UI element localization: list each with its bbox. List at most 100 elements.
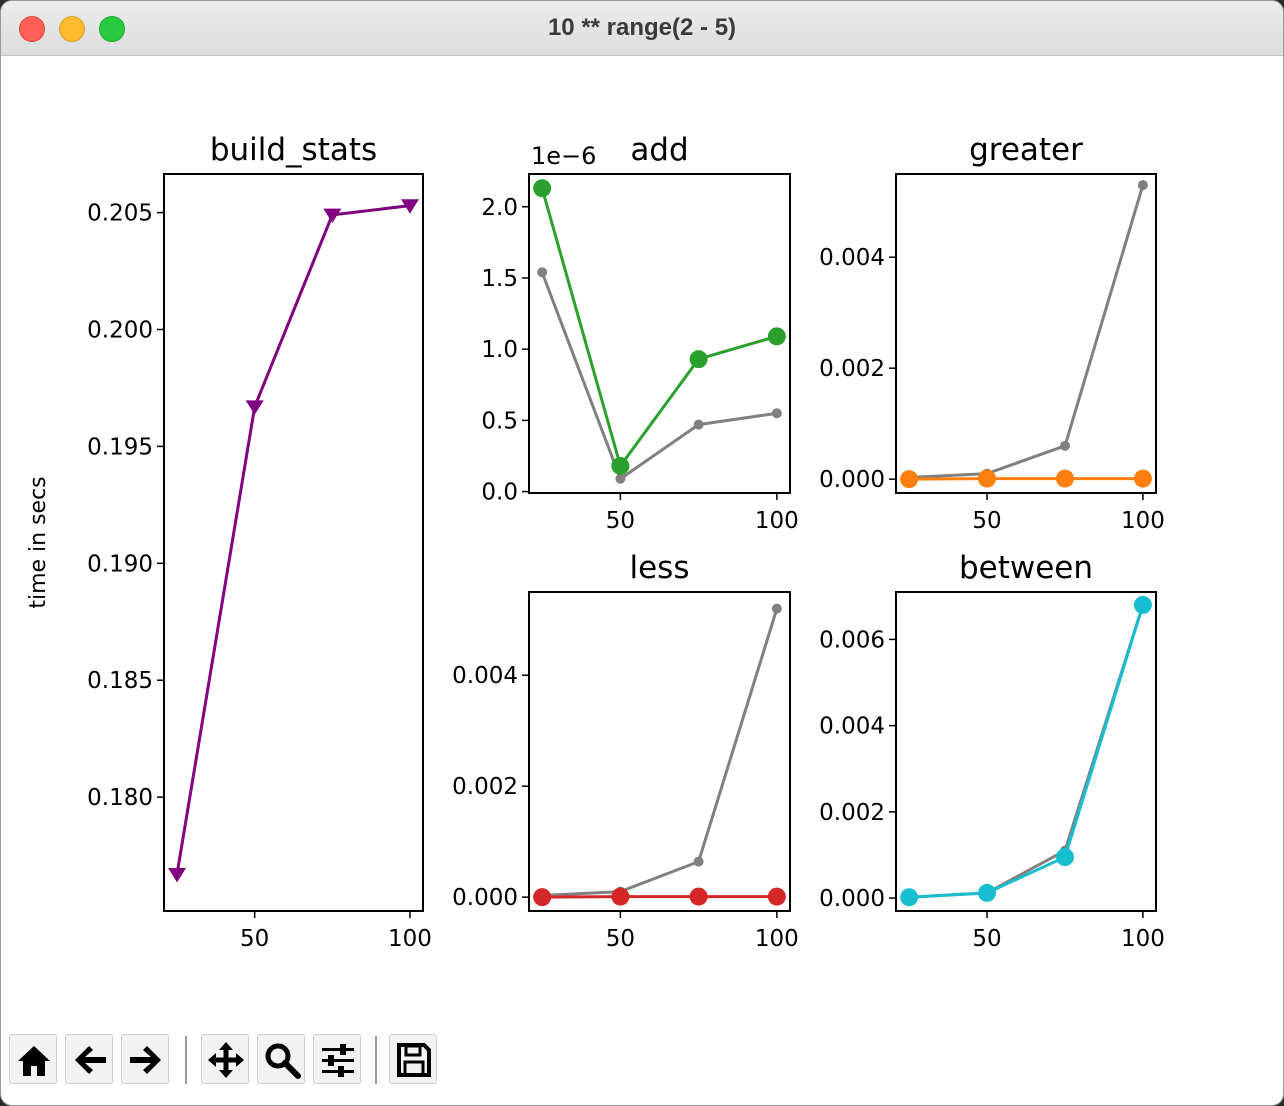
x-tick-label: 100 xyxy=(388,926,432,952)
data-point-marker xyxy=(245,400,264,415)
subplot-title: between xyxy=(959,550,1093,586)
y-tick-label: 0.000 xyxy=(452,885,518,911)
y-tick-label: 0.205 xyxy=(87,201,153,227)
y-tick-label: 0.004 xyxy=(819,714,885,740)
data-point-marker xyxy=(533,888,552,907)
x-tick-label: 100 xyxy=(1121,508,1165,534)
y-tick-label: 0.0 xyxy=(481,480,518,506)
data-point-marker xyxy=(168,867,187,883)
data-point-marker xyxy=(767,887,786,906)
data-point-marker xyxy=(1059,440,1070,451)
pan-move-icon xyxy=(208,1042,244,1078)
x-tick-label: 100 xyxy=(1121,926,1165,952)
home-icon xyxy=(18,1046,50,1076)
forward-arrow-icon xyxy=(130,1046,161,1074)
data-point-marker xyxy=(900,888,919,907)
y-tick-label: 0.004 xyxy=(452,663,518,689)
configure-subplots-button[interactable] xyxy=(313,1034,361,1084)
data-point-marker xyxy=(693,419,704,430)
data-point-marker xyxy=(1137,180,1148,191)
x-tick-label: 50 xyxy=(606,926,635,952)
data-point-marker xyxy=(537,267,548,278)
data-point-marker xyxy=(400,199,419,214)
x-tick-label: 50 xyxy=(972,508,1001,534)
axes-frame xyxy=(528,173,791,494)
y-tick-label: 0.002 xyxy=(819,356,885,382)
y-tick-label: 1.5 xyxy=(481,266,518,292)
data-point-marker xyxy=(611,456,630,475)
subplot-title: add xyxy=(630,132,688,168)
title-bar[interactable]: 10 ** range(2 - 5) xyxy=(1,1,1283,56)
data-point-marker xyxy=(615,473,626,484)
toolbar-separator xyxy=(375,1036,377,1084)
data-point-marker xyxy=(1055,469,1074,488)
series-line xyxy=(909,604,1145,899)
back-arrow-icon xyxy=(75,1046,106,1074)
series-line xyxy=(909,604,1145,899)
x-tick-label: 100 xyxy=(755,926,799,952)
series-line xyxy=(540,271,778,482)
data-point-marker xyxy=(1133,469,1152,488)
data-point-marker xyxy=(689,350,708,369)
axes-frame xyxy=(895,591,1157,912)
axes-frame xyxy=(528,591,791,912)
y-tick-label: 0.000 xyxy=(819,886,885,912)
axis-offset-text: 1e−6 xyxy=(531,142,596,170)
y-tick-label: 0.002 xyxy=(819,800,885,826)
data-point-marker xyxy=(978,469,997,488)
zoom-magnifier-icon xyxy=(265,1043,301,1079)
series-line xyxy=(909,477,1143,481)
maximize-window-button[interactable] xyxy=(99,16,125,42)
x-tick-label: 50 xyxy=(606,508,635,534)
y-tick-label: 1.0 xyxy=(481,337,518,363)
window-title: 10 ** range(2 - 5) xyxy=(547,14,737,41)
series-line xyxy=(909,184,1145,479)
zoom-button[interactable] xyxy=(257,1034,305,1084)
data-point-marker xyxy=(611,887,630,906)
data-point-marker xyxy=(323,208,342,224)
back-button[interactable] xyxy=(65,1034,113,1084)
subplot-title: less xyxy=(630,550,690,586)
subplot-title: build_stats xyxy=(210,132,377,168)
data-point-marker xyxy=(767,327,786,346)
subplot-title: greater xyxy=(969,132,1083,168)
data-point-marker xyxy=(693,856,704,867)
x-tick-label: 50 xyxy=(240,926,269,952)
data-point-marker xyxy=(1055,848,1074,867)
home-button[interactable] xyxy=(9,1034,57,1084)
minimize-window-button[interactable] xyxy=(59,16,85,42)
close-window-button[interactable] xyxy=(19,16,45,42)
forward-button[interactable] xyxy=(121,1034,169,1084)
series-line xyxy=(542,895,777,899)
data-point-marker xyxy=(900,470,919,489)
y-axis-label: time in secs xyxy=(26,476,51,608)
save-floppy-icon xyxy=(397,1043,431,1077)
y-tick-label: 0.5 xyxy=(481,408,518,434)
x-tick-label: 50 xyxy=(972,926,1001,952)
y-tick-label: 0.195 xyxy=(87,434,153,460)
y-tick-label: 0.190 xyxy=(87,551,153,577)
y-tick-label: 2.0 xyxy=(481,195,518,221)
series-line xyxy=(175,204,411,875)
data-point-marker xyxy=(1133,595,1152,614)
axes-frame xyxy=(163,173,424,912)
toolbar-separator xyxy=(185,1036,187,1084)
pan-button[interactable] xyxy=(201,1034,249,1084)
save-figure-button[interactable] xyxy=(389,1034,437,1084)
y-tick-label: 0.006 xyxy=(819,627,885,653)
y-tick-label: 0.185 xyxy=(87,668,153,694)
y-tick-label: 0.180 xyxy=(87,785,153,811)
data-point-marker xyxy=(533,179,552,198)
x-tick-label: 100 xyxy=(755,508,799,534)
data-point-marker xyxy=(771,603,782,614)
axes-frame xyxy=(895,173,1157,494)
series-line xyxy=(542,608,779,897)
data-point-marker xyxy=(771,408,782,419)
y-tick-label: 0.000 xyxy=(819,467,885,493)
y-tick-label: 0.200 xyxy=(87,317,153,343)
y-tick-label: 0.004 xyxy=(819,245,885,271)
data-point-marker xyxy=(978,883,997,902)
configure-subplots-icon xyxy=(322,1044,354,1077)
